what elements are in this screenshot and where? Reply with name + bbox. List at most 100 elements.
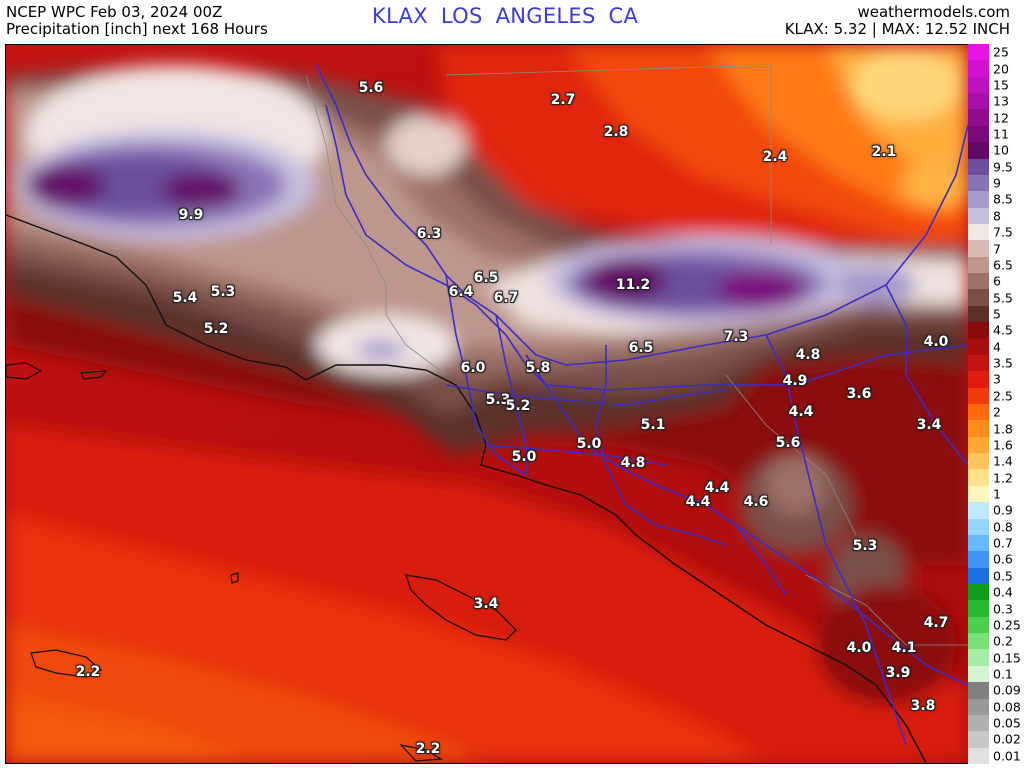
precip-value-label: 7.3 bbox=[723, 329, 749, 345]
legend-entry: 2.5 bbox=[968, 387, 1024, 404]
station-title: KLAX LOS ANGELES CA bbox=[372, 4, 639, 28]
precip-value-label: 4.6 bbox=[743, 494, 769, 510]
precip-value-label: 5.3 bbox=[485, 392, 511, 408]
legend-label: 7.5 bbox=[993, 224, 1013, 240]
precipitation-legend: 25 20 15 13 12 11 10 9.5 9 8.5 8 7.5 7 6.5 6 5.5 5 4.5 4 3.… bbox=[968, 44, 1024, 764]
legend-label: 15 bbox=[993, 77, 1009, 93]
legend-entry: 7 bbox=[968, 240, 1024, 257]
precip-value-label: 4.0 bbox=[923, 334, 949, 350]
legend-label: 13 bbox=[993, 93, 1009, 109]
legend-entry: 15 bbox=[968, 76, 1024, 94]
legend-entry: 0.9 bbox=[968, 502, 1024, 519]
precip-value-label: 2.8 bbox=[603, 124, 629, 140]
legend-label: 0.01 bbox=[993, 748, 1021, 764]
legend-entry: 0.08 bbox=[968, 698, 1024, 715]
precip-value-label: 2.7 bbox=[550, 92, 576, 108]
precip-value-label: 5.0 bbox=[511, 449, 537, 465]
legend-label: 8 bbox=[993, 208, 1001, 224]
precip-value-label: 2.4 bbox=[762, 149, 788, 165]
legend-label: 8.5 bbox=[993, 191, 1013, 207]
legend-swatch bbox=[968, 387, 989, 404]
precip-value-label: 5.6 bbox=[775, 435, 801, 451]
precip-value-label: 3.9 bbox=[885, 665, 911, 681]
header-left: NCEP WPC Feb 03, 2024 00Z Precipitation … bbox=[6, 4, 268, 38]
legend-swatch bbox=[968, 534, 989, 552]
legend-entry: 6 bbox=[968, 273, 1024, 290]
precip-value-label: 5.1 bbox=[640, 417, 666, 433]
legend-label: 0.9 bbox=[993, 502, 1013, 518]
legend-label: 4.5 bbox=[993, 322, 1013, 338]
precip-value-label: 2.1 bbox=[871, 144, 897, 160]
legend-label: 0.8 bbox=[993, 519, 1013, 535]
legend-entry: 6.5 bbox=[968, 256, 1024, 274]
precip-value-label: 11.2 bbox=[615, 277, 651, 293]
legend-label: 3.5 bbox=[993, 355, 1013, 371]
legend-swatch bbox=[968, 502, 989, 519]
legend-swatch bbox=[968, 420, 989, 437]
precip-value-label: 4.1 bbox=[891, 640, 917, 656]
legend-label: 0.15 bbox=[993, 650, 1021, 666]
legend-label: 0.5 bbox=[993, 568, 1013, 584]
legend-swatch bbox=[968, 682, 989, 699]
legend-label: 0.05 bbox=[993, 715, 1021, 731]
legend-entry: 4.5 bbox=[968, 322, 1024, 339]
legend-label: 20 bbox=[993, 61, 1009, 77]
legend-entry: 5.5 bbox=[968, 289, 1024, 306]
legend-entry: 0.4 bbox=[968, 584, 1024, 601]
precip-value-label: 5.0 bbox=[576, 436, 602, 452]
legend-swatch bbox=[968, 616, 989, 634]
legend-entry: 8.5 bbox=[968, 191, 1024, 208]
product-subtitle: Precipitation [inch] next 168 Hours bbox=[6, 20, 268, 38]
legend-entry: 0.05 bbox=[968, 714, 1024, 732]
site-credit: weathermodels.com bbox=[857, 3, 1010, 21]
legend-label: 4 bbox=[993, 339, 1001, 355]
legend-entry: 1.2 bbox=[968, 469, 1024, 486]
legend-swatch bbox=[968, 76, 989, 94]
legend-entry: 10 bbox=[968, 142, 1024, 159]
legend-swatch bbox=[968, 60, 989, 77]
legend-entry: 1.8 bbox=[968, 420, 1024, 437]
legend-swatch bbox=[968, 109, 989, 126]
precip-value-label: 3.4 bbox=[916, 417, 942, 433]
legend-label: 9 bbox=[993, 175, 1001, 191]
legend-label: 12 bbox=[993, 110, 1009, 126]
legend-swatch bbox=[968, 256, 989, 274]
precip-value-label: 5.3 bbox=[210, 284, 236, 300]
legend-entry: 0.2 bbox=[968, 633, 1024, 650]
legend-label: 3 bbox=[993, 371, 1001, 387]
legend-entry: 8 bbox=[968, 207, 1024, 224]
precipitation-map[interactable]: 5.6 2.7 2.8 2.4 2.1 9.9 6.3 6.5 6.4 6.7 11.2 5.4 5.3… bbox=[5, 44, 969, 764]
legend-label: 9.5 bbox=[993, 159, 1013, 175]
legend-entry: 3 bbox=[968, 371, 1024, 388]
legend-swatch bbox=[968, 567, 989, 584]
precip-value-label: 5.4 bbox=[172, 290, 198, 306]
precip-value-label: 4.9 bbox=[782, 373, 808, 389]
legend-entry: 4 bbox=[968, 338, 1024, 355]
precip-value-label: 4.4 bbox=[685, 494, 711, 510]
precip-value-label: 4.8 bbox=[620, 455, 646, 471]
legend-label: 5 bbox=[993, 306, 1001, 322]
channel-islands bbox=[6, 362, 517, 762]
legend-label: 0.3 bbox=[993, 601, 1013, 617]
legend-swatch bbox=[968, 469, 989, 486]
precip-value-label: 3.8 bbox=[910, 698, 936, 714]
legend-label: 0.09 bbox=[993, 682, 1021, 698]
legend-label: 0.25 bbox=[993, 617, 1021, 633]
legend-swatch bbox=[968, 649, 989, 666]
legend-label: 0.6 bbox=[993, 551, 1013, 567]
legend-swatch bbox=[968, 551, 989, 568]
precip-value-label: 6.7 bbox=[493, 290, 519, 306]
legend-entry: 13 bbox=[968, 93, 1024, 110]
highways bbox=[315, 64, 968, 746]
legend-label: 0.4 bbox=[993, 584, 1013, 600]
legend-swatch bbox=[968, 371, 989, 388]
legend-label: 5.5 bbox=[993, 290, 1013, 306]
legend-label: 7 bbox=[993, 241, 1001, 257]
station-summary: KLAX: 5.32 | MAX: 12.52 INCH bbox=[784, 20, 1010, 38]
legend-swatch bbox=[968, 44, 989, 61]
legend-swatch bbox=[968, 322, 989, 339]
legend-entry: 0.8 bbox=[968, 518, 1024, 535]
legend-swatch bbox=[968, 453, 989, 470]
legend-label: 25 bbox=[993, 44, 1009, 60]
legend-swatch bbox=[968, 338, 989, 355]
